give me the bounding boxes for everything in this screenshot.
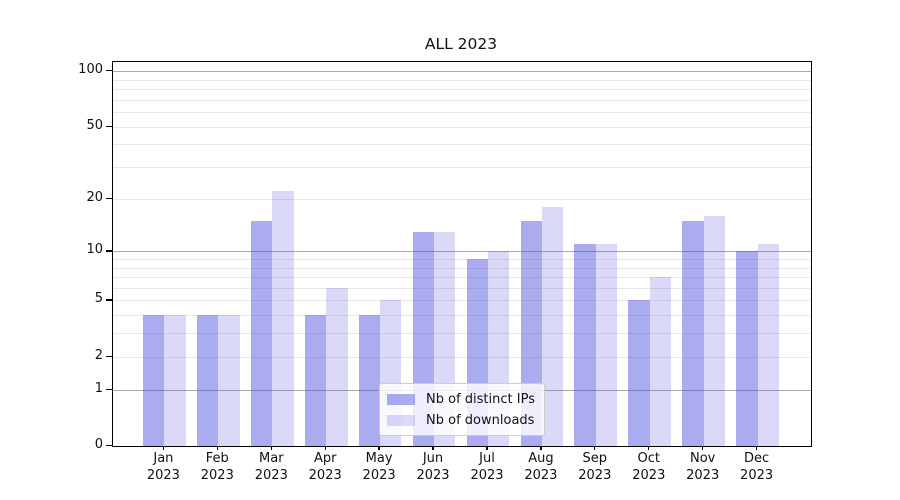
legend-label-downloads: Nb of downloads [426,412,535,428]
gridline-minor-50 [113,126,811,128]
x-tick-label-nov: Nov 2023 [686,451,720,483]
x-tick-label-dec: Dec 2023 [740,451,774,483]
y-tick-mark-50 [106,125,112,127]
bar-ips-jan [143,315,165,446]
y-tick-mark-10 [106,250,112,252]
bar-ips-dec [736,251,758,446]
y-tick-label-10: 10 [86,242,103,258]
y-tick-label-0: 0 [94,437,103,452]
y-tick-mark-5 [106,299,112,301]
x-tick-mark-jul [486,446,488,450]
chart-title: ALL 2023 [424,35,498,53]
x-tick-label-jul: Jul 2023 [470,451,504,483]
gridline-minor-8 [113,267,811,269]
gridline-minor-30 [113,167,811,168]
bar-ips-mar [250,220,273,446]
gridline-minor-6 [113,287,811,289]
bar-downloads-apr [326,287,348,446]
x-tick-mark-sep [594,446,596,450]
gridline-minor-3 [113,333,811,335]
y-tick-label-1: 1 [94,380,103,396]
x-tick-label-sep: Sep 2023 [578,451,612,483]
x-tick-label-jun: Jun 2023 [416,451,450,483]
x-tick-mark-mar [270,446,272,450]
x-tick-label-oct: Oct 2023 [632,451,666,483]
bar-ips-feb [196,315,219,446]
bar-downloads-dec [757,244,779,446]
x-tick-mark-aug [540,446,542,450]
gridline-major-100 [113,71,811,72]
x-tick-mark-dec [755,446,758,450]
x-tick-mark-jun [432,446,434,450]
gridline-minor-90 [113,79,811,81]
gridline-major-10 [113,251,811,253]
bar-ips-nov [682,220,704,446]
x-tick-label-mar: Mar 2023 [254,451,288,483]
x-tick-mark-apr [324,446,326,450]
legend-item-distinct-ips: Nb of distinct IPs [387,391,535,407]
x-tick-label-jan: Jan 2023 [146,451,180,483]
x-tick-label-aug: Aug 2023 [524,451,558,483]
gridline-minor-80 [113,88,811,90]
bar-downloads-jan [164,315,186,446]
y-tick-label-2: 2 [94,347,103,363]
x-tick-mark-jan [162,446,165,450]
x-tick-label-may: May 2023 [362,451,396,483]
x-tick-label-apr: Apr 2023 [308,451,342,483]
gridline-minor-40 [113,144,811,146]
bar-downloads-mar [272,191,294,446]
y-tick-label-100: 100 [78,62,103,77]
x-tick-mark-oct [648,446,650,450]
y-tick-mark-0 [106,445,112,447]
x-tick-mark-nov [702,446,704,450]
y-tick-mark-2 [106,355,112,358]
y-tick-label-50: 50 [86,117,103,133]
gridline-minor-4 [113,315,811,317]
x-tick-label-feb: Feb 2023 [200,451,234,483]
y-tick-mark-1 [106,388,112,391]
bar-ips-sep [574,244,596,446]
x-tick-mark-may [378,446,380,450]
legend-item-downloads: Nb of downloads [387,412,535,428]
gridline-minor-70 [113,99,811,101]
legend: Nb of distinct IPs Nb of downloads [379,383,545,436]
legend-label-distinct-ips: Nb of distinct IPs [426,391,535,407]
gridline-minor-5 [113,300,811,302]
gridline-minor-20 [113,198,811,200]
legend-swatch-downloads [387,414,416,426]
gridline-minor-2 [113,356,811,358]
gridline-minor-9 [113,258,811,260]
gridline-minor-60 [113,112,811,113]
bar-downloads-nov [703,215,726,446]
y-tick-mark-20 [106,197,112,199]
bar-ips-apr [304,315,327,446]
y-tick-label-5: 5 [94,291,103,307]
gridline-minor-7 [113,277,811,278]
x-tick-mark-feb [216,446,218,450]
legend-swatch-distinct-ips [387,393,416,405]
plot-area: Nb of distinct IPs Nb of downloads [112,61,812,447]
bar-downloads-aug [541,206,564,446]
y-tick-mark-100 [106,70,112,72]
y-tick-label-20: 20 [86,189,103,205]
bar-downloads-sep [595,244,618,446]
bar-ips-may [358,315,381,446]
bar-ips-oct [628,300,650,446]
bar-downloads-oct [649,277,672,446]
bar-downloads-feb [218,315,240,446]
